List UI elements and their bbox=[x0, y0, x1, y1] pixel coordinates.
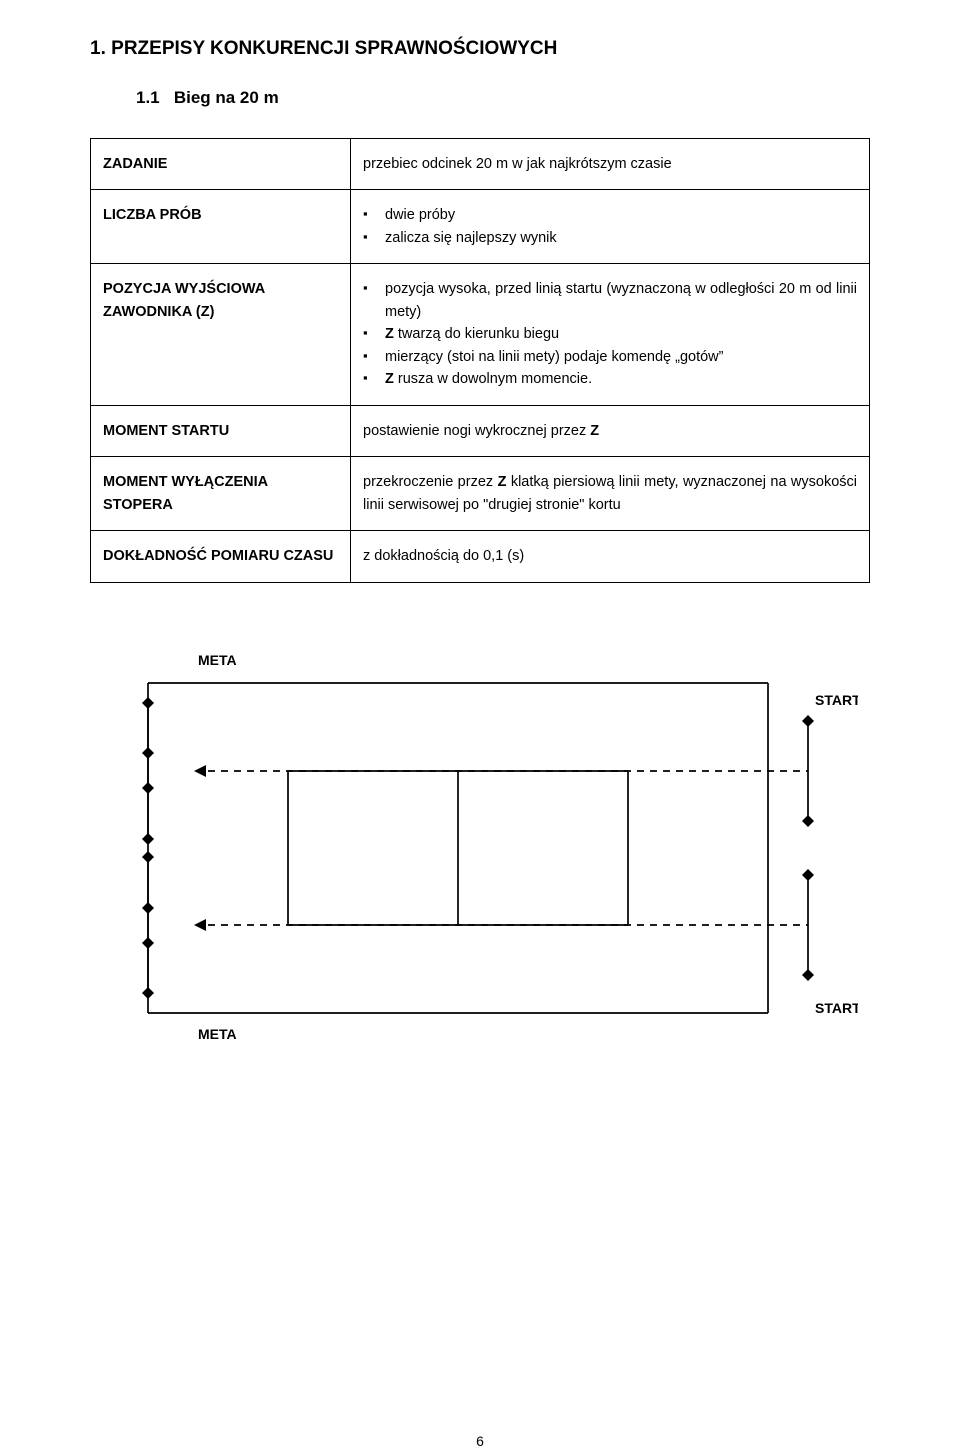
table-row: POZYCJA WYJŚCIOWA ZAWODNIKA (Z) pozycja w… bbox=[91, 264, 870, 405]
svg-text:META: META bbox=[198, 652, 237, 668]
h2-number: 1.1 bbox=[136, 88, 160, 107]
row-label: ZADANIE bbox=[91, 139, 351, 190]
row-label: DOKŁADNOŚĆ POMIARU CZASU bbox=[91, 531, 351, 582]
row-label: POZYCJA WYJŚCIOWA ZAWODNIKA (Z) bbox=[91, 264, 351, 405]
row-value: dwie próbyzalicza się najlepszy wynik bbox=[351, 190, 870, 264]
table-row: ZADANIEprzebiec odcinek 20 m w jak najkr… bbox=[91, 139, 870, 190]
svg-text:START: START bbox=[815, 1000, 858, 1016]
bullet-item: Z rusza w dowolnym momencie. bbox=[363, 368, 857, 390]
heading-2: 1.1 Bieg na 20 m bbox=[136, 88, 870, 108]
definitions-table: ZADANIEprzebiec odcinek 20 m w jak najkr… bbox=[90, 138, 870, 583]
court-diagram: META START META START bbox=[90, 643, 870, 1068]
row-value: przebiec odcinek 20 m w jak najkrótszym … bbox=[351, 139, 870, 190]
table-row: LICZBA PRÓBdwie próbyzalicza się najleps… bbox=[91, 190, 870, 264]
bullet-item: mierzący (stoi na linii mety) podaje kom… bbox=[363, 346, 857, 368]
row-value: pozycja wysoka, przed linią startu (wyzn… bbox=[351, 264, 870, 405]
row-value: postawienie nogi wykrocznej przez Z bbox=[351, 405, 870, 456]
bullet-item: Z twarzą do kierunku biegu bbox=[363, 323, 857, 345]
bullet-item: pozycja wysoka, przed linią startu (wyzn… bbox=[363, 278, 857, 323]
svg-text:META: META bbox=[198, 1026, 237, 1042]
bullet-item: zalicza się najlepszy wynik bbox=[363, 227, 857, 249]
h1-number: 1. bbox=[90, 38, 106, 59]
h1-text: PRZEPISY KONKURENCJI SPRAWNOŚCIOWYCH bbox=[111, 38, 557, 59]
row-value: przekroczenie przez Z klatką piersiową l… bbox=[351, 457, 870, 531]
h2-text: Bieg na 20 m bbox=[174, 88, 279, 107]
svg-text:START: START bbox=[815, 692, 858, 708]
bullet-item: dwie próby bbox=[363, 204, 857, 226]
row-label: MOMENT STARTU bbox=[91, 405, 351, 456]
row-value: z dokładnością do 0,1 (s) bbox=[351, 531, 870, 582]
table-row: MOMENT WYŁĄCZENIA STOPERAprzekroczenie p… bbox=[91, 457, 870, 531]
table-row: MOMENT STARTUpostawienie nogi wykrocznej… bbox=[91, 405, 870, 456]
table-row: DOKŁADNOŚĆ POMIARU CZASUz dokładnością d… bbox=[91, 531, 870, 582]
row-label: MOMENT WYŁĄCZENIA STOPERA bbox=[91, 457, 351, 531]
row-label: LICZBA PRÓB bbox=[91, 190, 351, 264]
page-number: 6 bbox=[0, 1433, 960, 1449]
heading-1: 1. PRZEPISY KONKURENCJI SPRAWNOŚCIOWYCH bbox=[90, 38, 870, 60]
